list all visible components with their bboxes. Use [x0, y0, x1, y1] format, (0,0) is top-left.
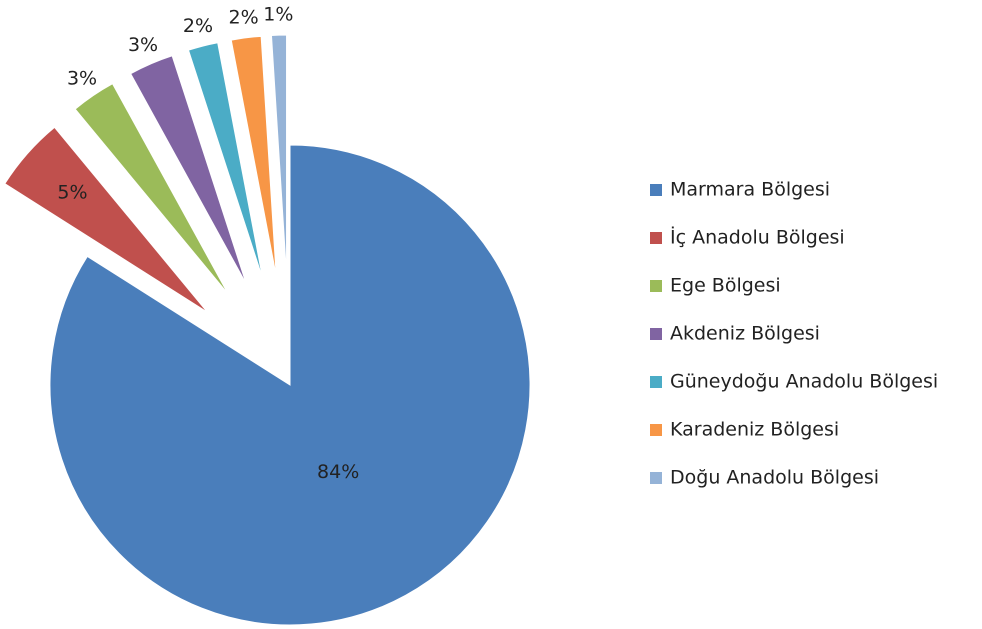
pie-slice — [4, 126, 208, 313]
legend-label: Akdeniz Bölgesi — [670, 323, 820, 345]
data-label: 5% — [57, 182, 87, 204]
pie-slice — [130, 55, 247, 285]
legend-label: İç Anadolu Bölgesi — [670, 226, 845, 249]
data-label: 84% — [317, 461, 359, 483]
pie-slice — [187, 42, 264, 279]
legend-marker — [650, 376, 662, 388]
data-label: 2% — [183, 15, 213, 37]
pie-slice — [49, 144, 531, 626]
legend-label: Doğu Anadolu Bölgesi — [670, 467, 879, 489]
legend-label: Güneydoğu Anadolu Bölgesi — [670, 371, 938, 393]
data-label: 2% — [229, 6, 259, 28]
legend-marker — [650, 328, 662, 340]
legend-marker — [650, 472, 662, 484]
legend-label: Marmara Bölgesi — [670, 179, 830, 201]
data-label: 1% — [263, 4, 293, 26]
data-label: 3% — [128, 34, 158, 56]
pie-slice — [74, 83, 229, 295]
legend-marker — [650, 232, 662, 244]
legend-marker — [650, 280, 662, 292]
legend-marker — [650, 424, 662, 436]
legend-label: Ege Bölgesi — [670, 275, 781, 297]
data-label: 3% — [67, 67, 97, 89]
legend-label: Karadeniz Bölgesi — [670, 419, 839, 441]
pie-slice — [270, 34, 288, 276]
pie-slice — [230, 35, 277, 276]
legend-marker — [650, 184, 662, 196]
